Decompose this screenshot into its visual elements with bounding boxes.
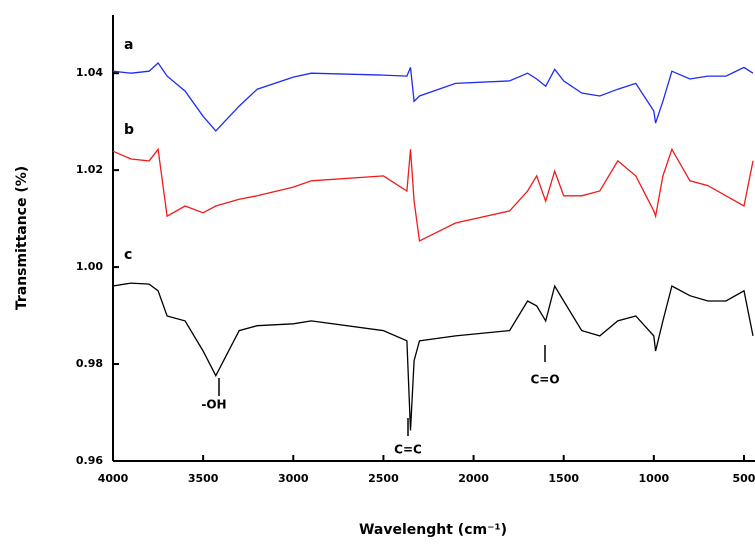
x-tick-label: 3000 [278,472,309,485]
y-tick-label: 1.02 [76,163,103,176]
x-tick-label: 1500 [548,472,579,485]
y-tick-label: 0.96 [76,454,103,467]
series-label: b [124,122,134,138]
x-tick-label: 1000 [639,472,670,485]
x-tick-label: 500 [733,472,755,485]
y-tick-label: 1.04 [76,66,103,79]
y-axis-title: Transmittance (%) [14,166,30,310]
annotation: -OH [201,398,226,412]
series-label: c [124,247,132,263]
series-label: a [124,37,133,53]
x-tick-label: 2000 [458,472,489,485]
annotation: C=O [530,373,559,387]
x-tick-label: 2500 [368,472,399,485]
x-axis-title: Wavelenght (cm⁻¹) [359,522,507,538]
annotation: C=C [394,443,422,457]
spectrum-line [112,62,754,132]
spectrum-line [112,282,754,431]
annotation-arrows [218,345,546,436]
x-tick-label: 4000 [98,472,129,485]
spectrum-line [112,147,754,242]
x-tick-label: 3500 [188,472,219,485]
y-tick-label: 0.98 [76,357,103,370]
y-tick-label: 1.00 [76,260,103,273]
